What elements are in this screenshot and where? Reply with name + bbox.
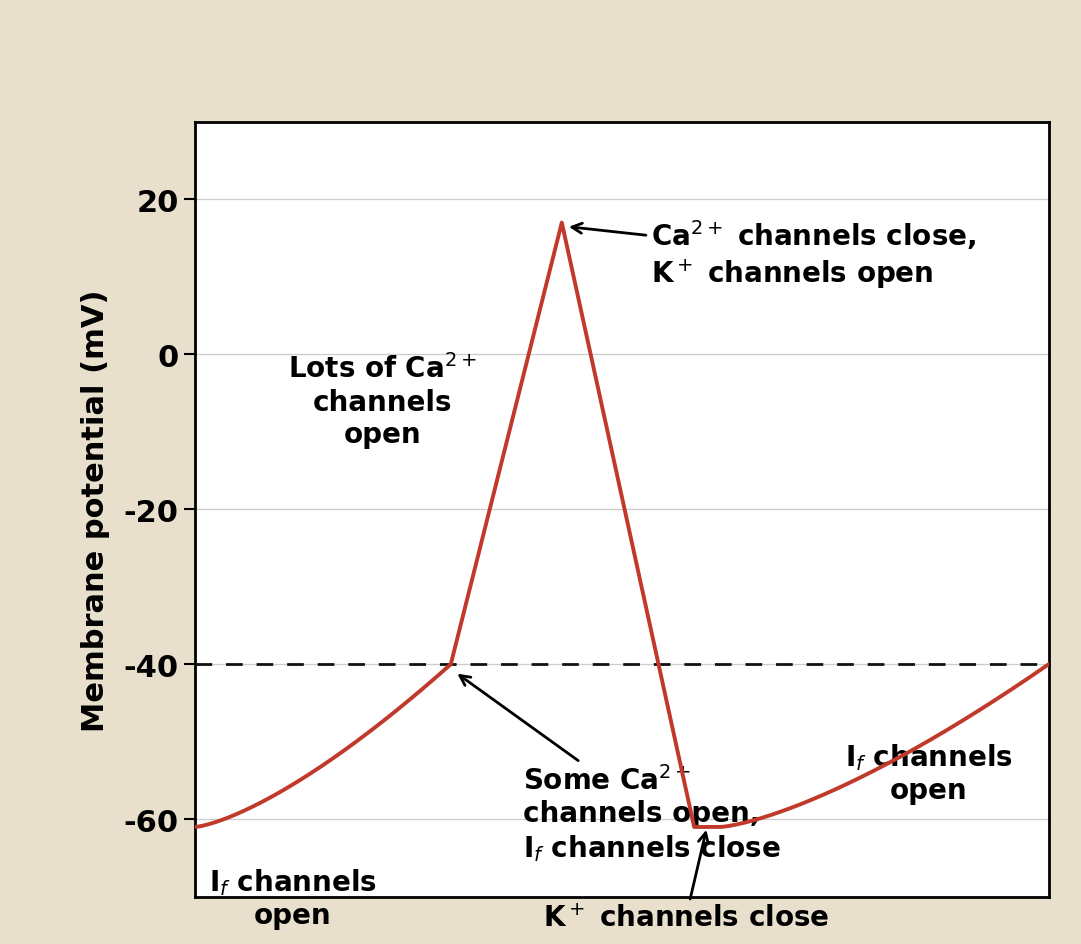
Y-axis label: Membrane potential (mV): Membrane potential (mV) — [81, 289, 109, 731]
Text: Lots of Ca$^{2+}$
channels
open: Lots of Ca$^{2+}$ channels open — [288, 354, 477, 448]
Text: K$^+$ channels close: K$^+$ channels close — [543, 833, 829, 933]
Text: Ca$^{2+}$ channels close,
K$^+$ channels open: Ca$^{2+}$ channels close, K$^+$ channels… — [572, 218, 976, 291]
Text: I$_f$ channels
open: I$_f$ channels open — [209, 866, 376, 929]
Text: Some Ca$^{2+}$
channels open,
I$_f$ channels close: Some Ca$^{2+}$ channels open, I$_f$ chan… — [459, 676, 782, 863]
Text: I$_f$ channels
open: I$_f$ channels open — [845, 741, 1013, 804]
